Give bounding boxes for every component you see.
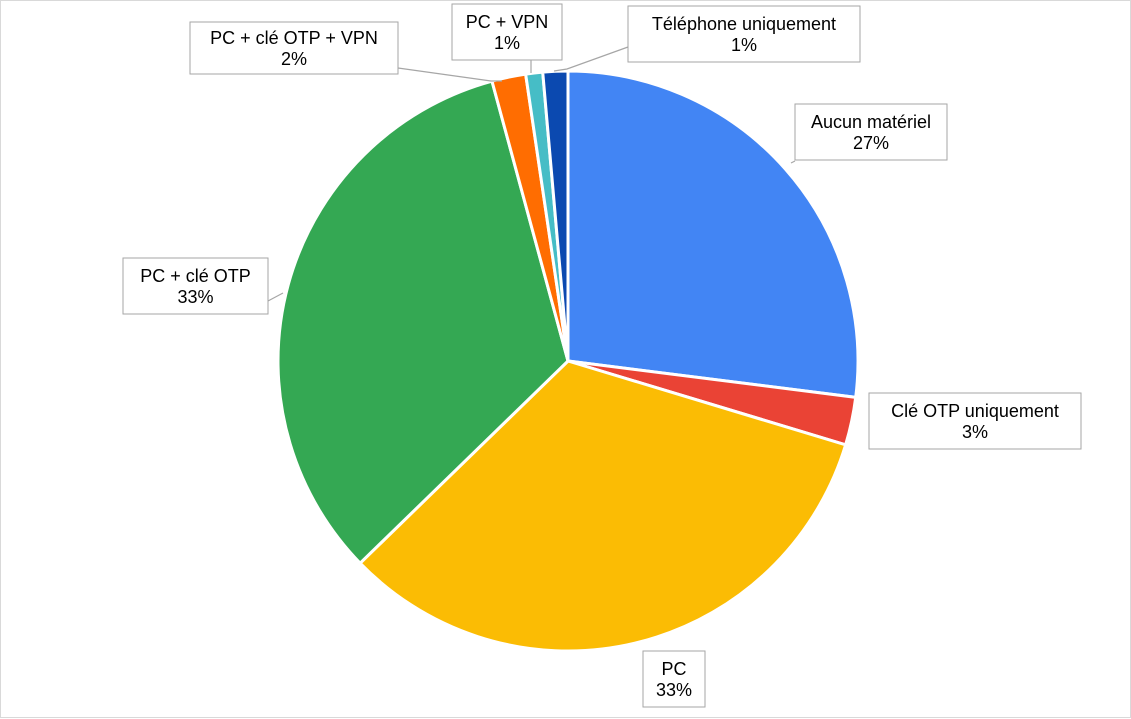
leader-line bbox=[397, 67, 502, 82]
data-label-value: 33% bbox=[177, 287, 213, 307]
data-label-value: 27% bbox=[853, 133, 889, 153]
data-label-box bbox=[868, 392, 1082, 450]
data-label-value: 2% bbox=[281, 49, 307, 69]
leader-lines bbox=[267, 46, 796, 302]
leader-line bbox=[790, 160, 796, 164]
data-label-category: PC + clé OTP bbox=[140, 266, 251, 286]
data-label-category: Aucun matériel bbox=[811, 112, 931, 132]
data-label-box bbox=[794, 103, 948, 161]
data-label-category: Téléphone uniquement bbox=[652, 14, 836, 34]
data-label-value: 1% bbox=[494, 33, 520, 53]
data-label-category: PC bbox=[661, 659, 686, 679]
pie-slice-pc bbox=[357, 359, 848, 653]
data-label-category: PC + clé OTP + VPN bbox=[210, 28, 378, 48]
data-label-category: Clé OTP uniquement bbox=[891, 401, 1059, 421]
pie-slices bbox=[276, 69, 860, 653]
data-label-box bbox=[189, 21, 399, 75]
pie-slice-pc-cl-otp bbox=[276, 79, 570, 566]
data-label-box bbox=[122, 257, 269, 315]
data-label-category: PC + VPN bbox=[466, 12, 549, 32]
data-label-value: 1% bbox=[731, 35, 757, 55]
leader-line bbox=[267, 292, 284, 302]
data-label-box bbox=[642, 650, 706, 708]
data-label-box bbox=[627, 5, 861, 63]
data-label-box bbox=[451, 3, 563, 61]
pie-slice-aucun-mat-riel bbox=[566, 69, 860, 400]
data-label-value: 3% bbox=[962, 422, 988, 442]
data-label-value: 33% bbox=[656, 680, 692, 700]
leader-line bbox=[553, 46, 629, 72]
